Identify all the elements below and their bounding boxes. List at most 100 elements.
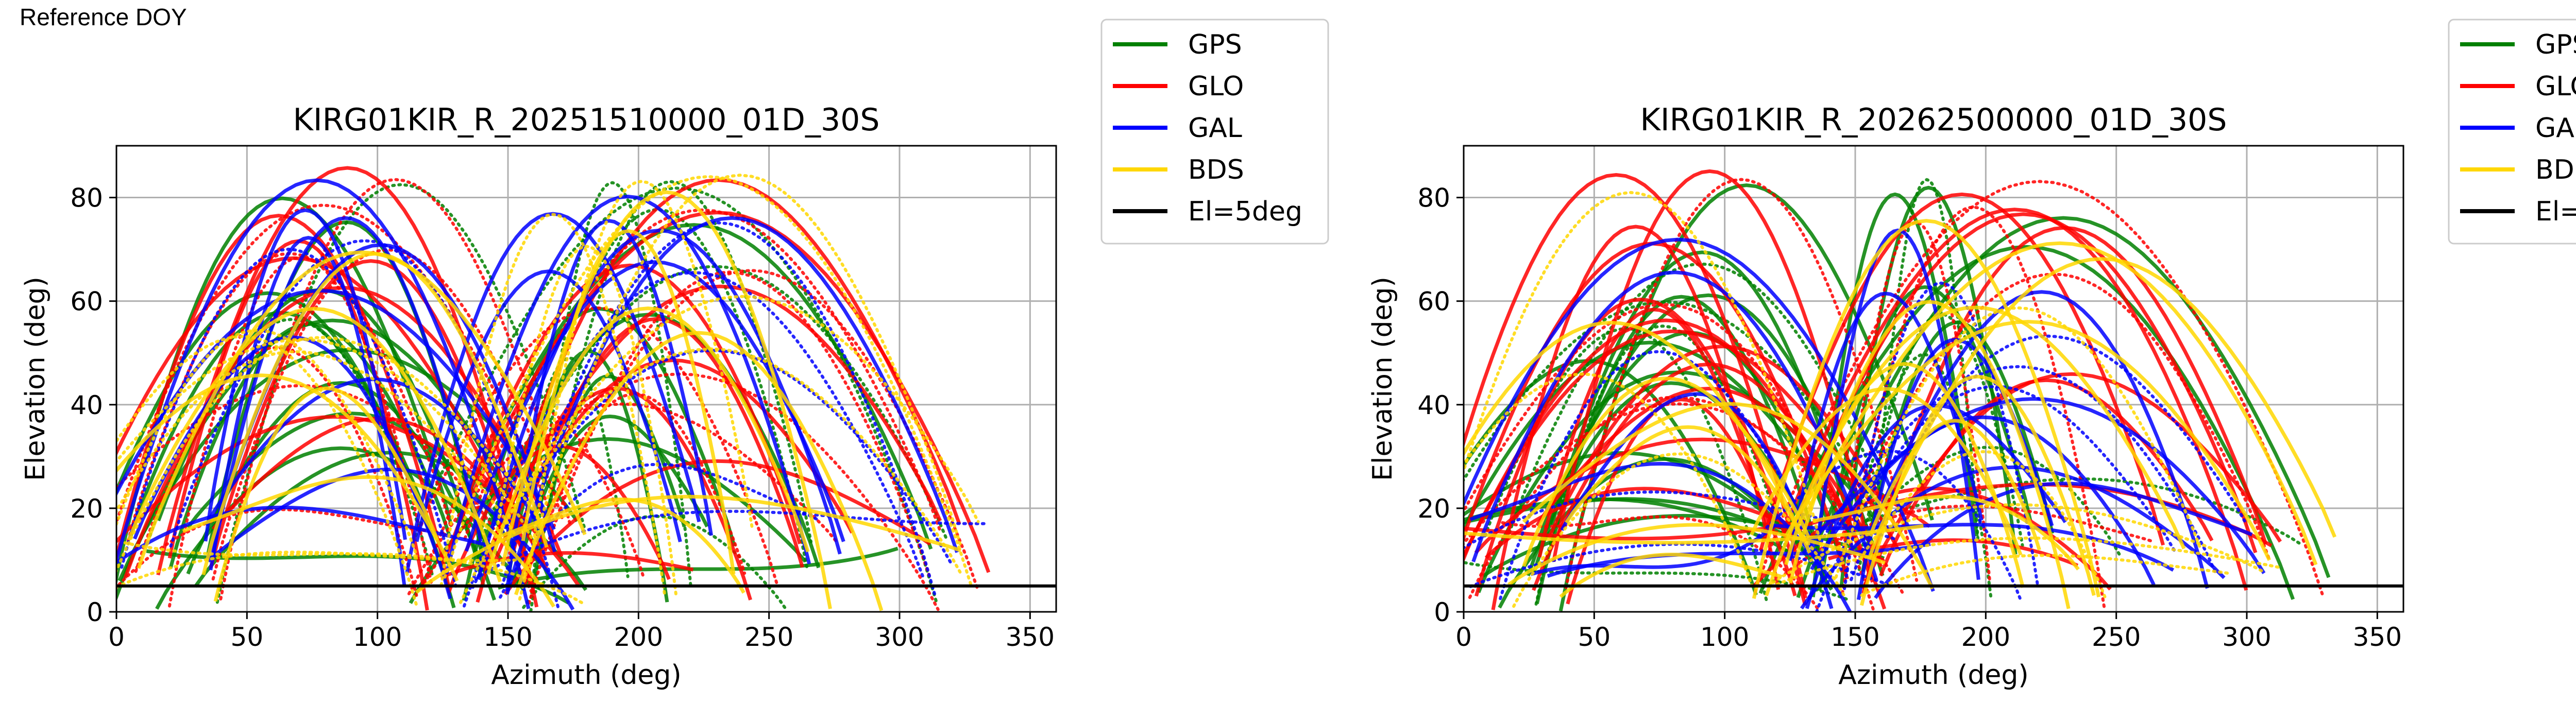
track-glo (116, 256, 523, 550)
track-bds (439, 213, 667, 597)
track-glo (1464, 519, 1806, 541)
track-glo (1464, 329, 1901, 560)
legend-label: GAL (2535, 113, 2576, 144)
track-gal (116, 178, 531, 609)
track-bds (1565, 425, 1811, 554)
legend-box (1100, 19, 1329, 245)
series-bds (116, 174, 980, 611)
track-glo (1754, 180, 2326, 600)
track-bds (443, 175, 973, 588)
track-bds (521, 229, 736, 575)
track-bds (518, 174, 962, 601)
x-tick-label: 150 (1831, 622, 1879, 652)
track-bds (1464, 191, 1824, 552)
legend-label: GLO (2535, 71, 2576, 102)
track-bds (504, 295, 980, 525)
track-gps (1874, 178, 1979, 540)
track-glo (417, 306, 779, 586)
track-bds (201, 252, 549, 575)
track-gps (529, 180, 813, 612)
track-bds (1522, 376, 1811, 567)
track-bds (529, 180, 754, 569)
y-tick-label: 80 (1417, 183, 1450, 213)
track-gps (522, 515, 788, 612)
track-gps (1464, 340, 1851, 534)
y-tick-label: 60 (1417, 287, 1450, 317)
track-bds (495, 245, 678, 598)
track-glo (1552, 169, 1868, 562)
track-glo (508, 317, 804, 568)
chart-title: KIRG01KIR_R_20251510000_01D_30S (293, 102, 880, 138)
track-glo (156, 166, 539, 608)
x-tick-label: 100 (353, 622, 402, 652)
x-tick-label: 150 (483, 622, 532, 652)
x-axis-label: Azimuth (deg) (1838, 660, 2028, 691)
track-gal (120, 247, 457, 588)
plot-frame (1463, 145, 2404, 613)
track-glo (1464, 402, 1904, 594)
legend-label: GPS (2535, 29, 2576, 60)
legend-label: BDS (1188, 155, 1244, 185)
track-bds (1812, 494, 2080, 571)
track-glo (407, 402, 839, 595)
track-bds (123, 541, 584, 605)
series-bds (1464, 191, 2337, 609)
x-tick-label: 350 (2353, 622, 2402, 652)
x-tick-label: 200 (1961, 622, 2010, 652)
chart-panel-2: 0 50 100 150 200 250 300 350 0 20 40 60 80 KIRG01KIR_… (1367, 19, 2576, 691)
chart-panel-1: 0 50 100 150 200 250 300 350 0 20 40 60 80 KIRG01KIR_… (20, 19, 1329, 691)
track-glo (1789, 212, 2258, 554)
track-glo (503, 459, 931, 595)
track-glo (500, 284, 942, 528)
track-bds (1750, 387, 2023, 556)
track-gal (505, 219, 714, 591)
x-tick-label: 350 (1006, 622, 1055, 652)
x-tick-label: 300 (875, 622, 924, 652)
track-gal (500, 221, 937, 596)
track-glo (1861, 372, 2282, 590)
track-bds (514, 331, 884, 611)
track-bds (137, 250, 587, 569)
track-bds (1802, 241, 2318, 565)
track-glo (1781, 208, 2248, 591)
track-glo (1564, 178, 1919, 589)
y-tick-label: 40 (70, 390, 103, 420)
track-bds (127, 306, 502, 582)
x-tick-label: 250 (2092, 622, 2141, 652)
legend-box (2448, 19, 2576, 245)
track-gal (1752, 449, 2023, 604)
y-axis-label: Elevation (deg) (20, 277, 51, 481)
track-gal (1802, 397, 2266, 574)
track-glo (444, 211, 991, 573)
track-bds (116, 335, 418, 607)
track-bds (182, 475, 555, 608)
track-gal (445, 194, 811, 575)
track-gal (209, 216, 483, 571)
track-glo (209, 259, 533, 588)
x-tick-label: 0 (1455, 622, 1472, 652)
track-bds (1868, 419, 2041, 551)
track-gps (1550, 250, 1854, 532)
track-gps (1464, 300, 1892, 540)
track-glo (1566, 398, 1797, 605)
track-glo (219, 178, 572, 601)
plot-frame (115, 145, 1057, 613)
track-bds (116, 338, 535, 543)
track-bds (116, 329, 418, 556)
x-axis-label: Azimuth (deg) (491, 660, 681, 691)
track-bds (1752, 219, 2101, 599)
track-glo (1491, 225, 1781, 610)
track-bds (1784, 362, 2025, 588)
track-bds (1859, 450, 2107, 600)
track-bds (501, 190, 832, 609)
track-bds (1464, 524, 1924, 545)
legend: GPS GLO GAL BDS El=5deg (2448, 19, 2576, 245)
track-bds (213, 386, 439, 602)
track-bds (1766, 503, 2267, 588)
track-bds (1522, 402, 1935, 590)
legend-label: El=5deg (2535, 196, 2576, 227)
track-layer (116, 166, 991, 612)
track-gps (497, 546, 899, 590)
track-gps (1505, 262, 1898, 540)
